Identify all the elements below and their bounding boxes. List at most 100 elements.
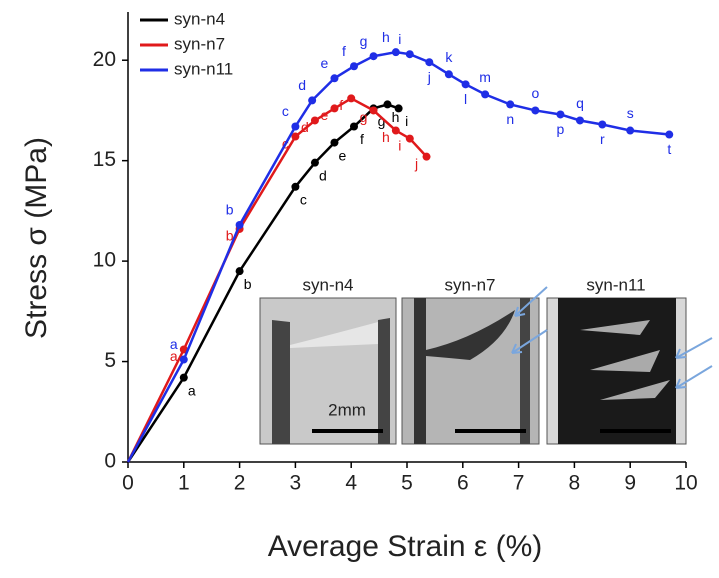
x-tick-label: 7 [513,472,525,495]
point-label: l [464,91,467,107]
specimen-edge [520,298,530,444]
point-label: e [321,107,329,123]
point-label: a [188,382,196,398]
data-point [291,132,300,141]
data-point [405,134,414,143]
inset: syn-n4 syn-n7 syn-n11 2mm [259,275,713,445]
legend-label: syn-n7 [174,34,225,53]
point-label: d [319,167,327,183]
point-label: o [531,85,539,101]
point-label: d [298,77,306,93]
x-tick-label: 5 [401,472,413,495]
point-label: e [321,55,329,71]
data-point [235,267,244,276]
x-tick-label: 4 [345,472,357,495]
point-label: a [170,336,178,352]
point-label: m [479,69,491,85]
data-point [349,62,358,71]
data-point [422,152,431,161]
point-label: f [360,131,364,147]
specimen-edge [378,318,390,444]
point-label: g [360,33,368,49]
data-point [308,96,317,105]
data-point [506,100,515,109]
point-label: p [557,121,565,137]
data-point [310,158,319,167]
x-tick-label: 9 [624,472,636,495]
point-label: a [170,348,178,364]
x-tick-label: 2 [234,472,246,495]
data-point [556,110,565,119]
data-point [330,138,339,147]
data-point [310,116,319,125]
x-tick-label: 3 [290,472,302,495]
data-point [575,116,584,125]
data-point [369,106,378,115]
point-label: h [382,129,390,145]
data-point [291,122,300,131]
point-label: f [339,97,343,113]
point-label: c [282,103,289,119]
series-line [126,103,400,463]
specimen-top [290,322,378,348]
point-label: i [405,113,408,129]
point-label: c [300,191,307,207]
specimen-edge [414,298,426,444]
data-point [626,126,635,135]
point-label: b [226,202,234,218]
inset-title: syn-n7 [444,275,495,294]
data-point [461,80,470,89]
crack [426,310,515,360]
point-label: t [667,141,671,157]
point-label: s [627,105,634,121]
point-label: h [382,29,390,45]
legend-label: syn-n11 [174,59,233,78]
point-label: n [506,111,514,127]
y-tick-label: 0 [104,450,116,473]
y-tick-label: 5 [104,349,116,372]
data-point [383,100,392,109]
y-tick-label: 10 [93,249,116,272]
y-tick-label: 15 [93,148,116,171]
point-label: q [576,95,584,111]
point-label: g [378,113,386,129]
data-point [347,94,356,103]
x-tick-label: 1 [178,472,190,495]
data-point [391,48,400,57]
point-label: j [414,155,418,171]
inset-title: syn-n4 [302,275,353,294]
point-label: e [339,147,347,163]
point-label: b [226,228,234,244]
data-point [405,50,414,59]
point-label: h [392,109,400,125]
scale-bar-label: 2mm [328,400,366,419]
y-axis-label: Stress σ (MPa) [20,137,53,339]
point-label: i [398,31,401,47]
x-axis-label: Average Strain ε (%) [268,530,543,563]
data-point [391,126,400,135]
data-point [444,70,453,79]
data-point [330,74,339,83]
data-point [330,104,339,113]
x-tick-label: 0 [122,472,134,495]
data-point [481,90,490,99]
x-tick-label: 8 [569,472,581,495]
point-label: b [244,276,252,292]
data-point [179,373,188,382]
point-label: j [427,69,431,85]
legend-label: syn-n4 [174,9,225,28]
data-point [665,130,674,139]
point-label: r [600,131,605,147]
craze [580,320,670,400]
point-label: i [398,137,401,153]
point-label: k [445,49,453,65]
specimen [558,298,676,444]
data-point [235,220,244,229]
point-label: g [360,109,368,125]
data-point [394,104,403,113]
data-point [291,182,300,191]
x-tick-label: 10 [674,472,697,495]
y-tick-label: 20 [93,48,116,71]
data-point [369,52,378,61]
